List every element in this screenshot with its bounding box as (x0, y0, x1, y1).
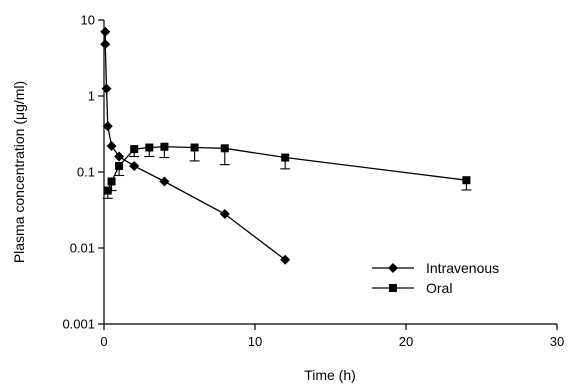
legend: Intravenous Oral (372, 260, 499, 296)
oral-point (190, 143, 199, 152)
y-tick-label: 10 (81, 13, 95, 28)
intravenous-point (159, 176, 170, 187)
oral-point (160, 142, 169, 151)
y-tick-label: 0.001 (62, 317, 95, 332)
intravenous-point (129, 160, 140, 171)
oral-point (115, 161, 124, 170)
series-layer (100, 26, 472, 265)
legend-marker-oral (389, 284, 397, 292)
legend-item-intravenous: Intravenous (372, 260, 499, 276)
y-tick-label: 0.01 (70, 241, 95, 256)
intravenous-point (280, 254, 291, 265)
intravenous-line (104, 31, 286, 261)
oral-point (281, 153, 290, 162)
series-oral (102, 142, 472, 199)
x-tick-label: 20 (399, 334, 413, 349)
intravenous-point (106, 140, 117, 151)
oral-point (107, 177, 116, 186)
y-tick-label: 1 (88, 89, 95, 104)
intravenous-point (101, 83, 112, 94)
axes (103, 20, 557, 325)
legend-item-oral: Oral (372, 280, 452, 296)
x-tick-label: 30 (550, 334, 564, 349)
intravenous-point (102, 121, 113, 132)
oral-point (145, 143, 154, 152)
legend-label-intravenous: Intravenous (426, 260, 499, 276)
x-axis-label: Time (h) (304, 367, 356, 383)
y-axis-label: Plasma concentration (μg/ml) (11, 81, 27, 263)
oral-point (103, 186, 112, 195)
x-tick-label: 10 (248, 334, 262, 349)
legend-label-oral: Oral (426, 280, 452, 296)
ticks: 0 10 20 30 0.001 0.01 0.1 1 10 (62, 13, 564, 350)
intravenous-point (219, 209, 230, 220)
intravenous-point (100, 26, 111, 37)
oral-line (107, 146, 467, 191)
legend-marker-intravenous (388, 263, 398, 273)
intravenous-point (114, 151, 125, 162)
x-tick-label: 0 (100, 334, 107, 349)
oral-point (130, 145, 139, 154)
oral-point (462, 176, 471, 185)
y-tick-label: 0.1 (77, 165, 95, 180)
series-intravenous (100, 26, 291, 265)
intravenous-point (100, 39, 111, 50)
oral-point (220, 144, 229, 153)
